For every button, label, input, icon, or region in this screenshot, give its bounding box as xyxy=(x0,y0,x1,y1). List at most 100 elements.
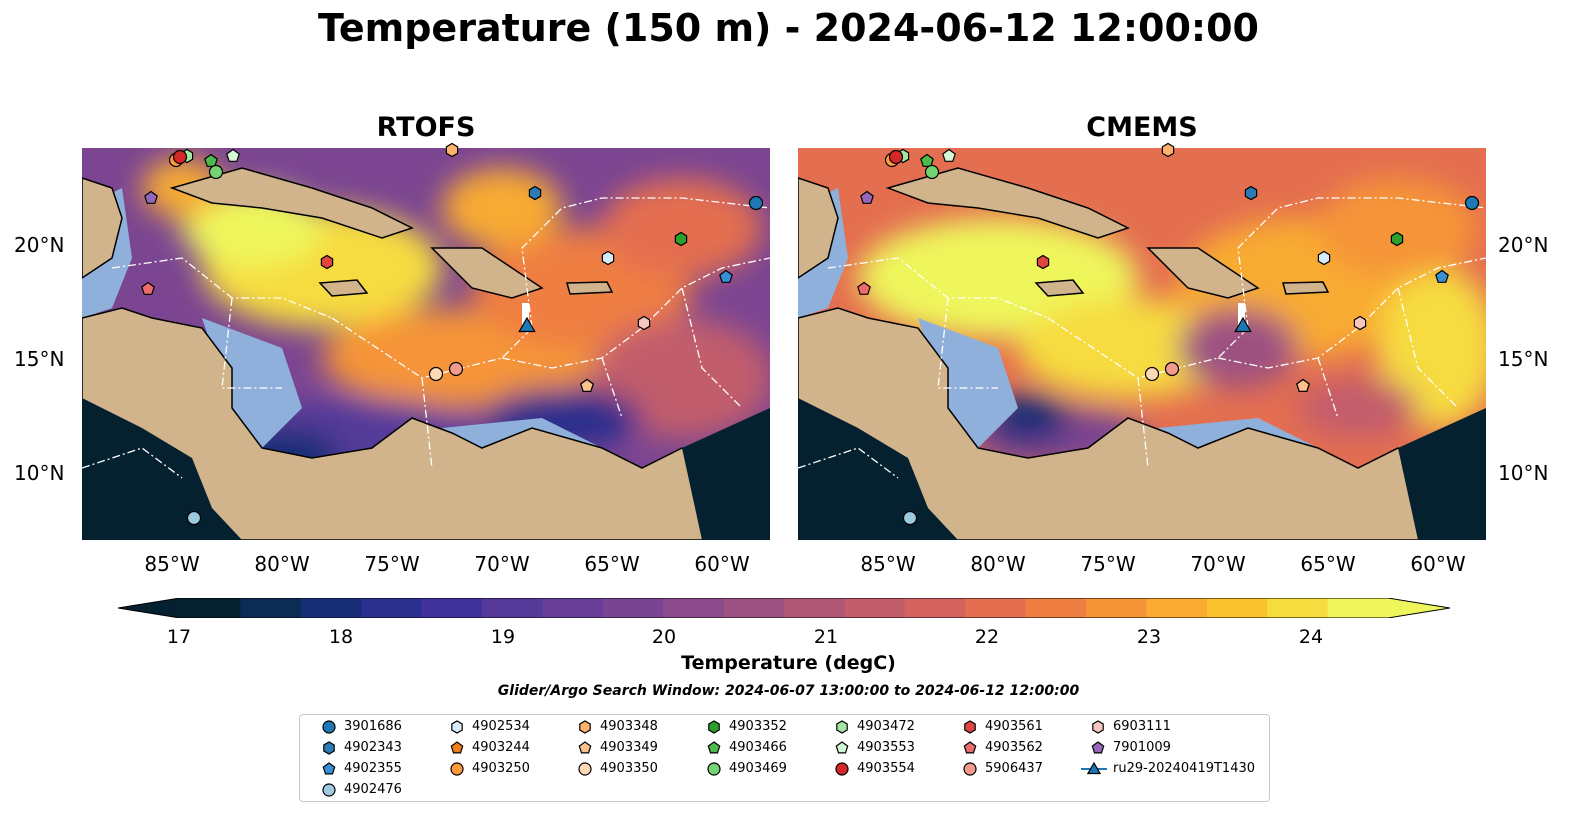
lat-label-10n-right: 10°N xyxy=(1498,461,1549,485)
legend-marker-icon xyxy=(835,762,849,776)
colorbar-segment xyxy=(844,598,906,618)
colorbar-tick: 18 xyxy=(328,626,354,648)
legend-marker-icon xyxy=(707,762,721,776)
colorbar-tick: 24 xyxy=(1298,626,1324,648)
land-cuba xyxy=(885,167,1130,239)
legend-marker-icon xyxy=(1092,720,1104,734)
search-window-text: Glider/Argo Search Window: 2024-06-07 13… xyxy=(497,683,1080,699)
land-jamaica xyxy=(318,279,369,297)
lon-label-85w-right: 85°W xyxy=(860,552,916,576)
legend-label: 5906437 xyxy=(985,761,1043,776)
legend-label: 4903350 xyxy=(600,761,658,776)
atlantic-deep xyxy=(682,408,770,540)
colorbar-segment xyxy=(965,598,1027,618)
lat-label-15n-left: 15°N xyxy=(14,347,65,371)
legend-label: 4903562 xyxy=(985,740,1043,755)
lon-label-80w-left: 80°W xyxy=(254,552,310,576)
legend-label: 4903250 xyxy=(472,761,530,776)
colorbar-segment xyxy=(542,598,604,618)
colorbar-extend-low xyxy=(118,598,180,618)
legend-marker-icon xyxy=(451,720,463,734)
colorbar-tick: 22 xyxy=(974,626,1000,648)
legend-marker-icon xyxy=(963,741,977,754)
lat-label-10n-left: 10°N xyxy=(14,461,65,485)
lon-label-60w-left: 60°W xyxy=(694,552,750,576)
legend-marker-icon xyxy=(450,762,464,776)
legend-label: 4903553 xyxy=(857,740,915,755)
pacific-ocean xyxy=(82,398,242,540)
lat-label-20n-left: 20°N xyxy=(14,233,65,257)
legend-marker-icon xyxy=(579,720,591,734)
atlantic-deep xyxy=(1398,408,1486,540)
shelf-area xyxy=(918,318,1018,448)
lon-label-70w-right: 70°W xyxy=(1190,552,1246,576)
land-yucatan xyxy=(798,177,839,279)
land-puerto-rico xyxy=(1282,281,1330,295)
land-yucatan xyxy=(82,177,123,279)
legend-marker-icon xyxy=(707,741,721,754)
map-cmems[interactable] xyxy=(798,148,1486,540)
legend-label: 6903111 xyxy=(1113,719,1171,734)
figure-title: Temperature (150 m) - 2024-06-12 12:00:0… xyxy=(317,6,1259,50)
legend-label: 7901009 xyxy=(1113,740,1171,755)
legend-label: 4903554 xyxy=(857,761,915,776)
legend-label: ru29-20240419T1430 xyxy=(1113,761,1256,776)
legend-label: 4902355 xyxy=(344,761,402,776)
legend-label: 4902476 xyxy=(344,782,402,797)
colorbar-segment xyxy=(180,598,241,618)
lon-label-80w-right: 80°W xyxy=(970,552,1026,576)
legend-marker-icon xyxy=(578,762,592,776)
legend-marker-icon xyxy=(836,720,848,734)
panel-title-rtofs: RTOFS xyxy=(376,112,476,143)
colorbar-segment xyxy=(421,598,483,618)
lat-label-20n-right: 20°N xyxy=(1498,233,1549,257)
lon-label-85w-left: 85°W xyxy=(144,552,200,576)
colorbar-segment xyxy=(784,598,845,618)
lon-label-70w-left: 70°W xyxy=(474,552,530,576)
land-cuba xyxy=(169,167,414,239)
colorbar-segment xyxy=(361,598,423,618)
lon-label-60w-right: 60°W xyxy=(1410,552,1466,576)
shelf-area xyxy=(202,318,302,448)
legend-label: 4903349 xyxy=(600,740,658,755)
lon-label-65w-left: 65°W xyxy=(584,552,640,576)
colorbar-segment xyxy=(1267,598,1329,618)
legend-marker-icon xyxy=(322,720,336,734)
legend-marker-icon xyxy=(964,720,976,734)
colorbar-label: Temperature (degC) xyxy=(681,652,896,674)
legend-label: 4903466 xyxy=(729,740,787,755)
colorbar-segment xyxy=(1146,598,1208,618)
legend-marker-icon xyxy=(323,741,335,755)
legend-label: 4903244 xyxy=(472,740,530,755)
lon-label-75w-right: 75°W xyxy=(1080,552,1136,576)
glider-track xyxy=(522,303,529,325)
legend-label: 4903469 xyxy=(729,761,787,776)
colorbar-tick: 20 xyxy=(651,626,677,648)
panel-title-cmems: CMEMS xyxy=(1086,112,1198,143)
legend-marker-icon xyxy=(708,720,720,734)
colorbar-segment xyxy=(482,598,543,618)
colorbar-segment xyxy=(300,598,362,618)
colorbar-segment xyxy=(663,598,725,618)
legend-marker-icon xyxy=(322,783,336,797)
legend: 3901686 4902343 4902355 4902476 4902534 49032… xyxy=(299,714,1270,802)
colorbar-tick: 21 xyxy=(813,626,839,648)
pacific-ocean xyxy=(798,398,958,540)
legend-marker-icon xyxy=(322,762,336,775)
map-rtofs[interactable] xyxy=(82,148,770,540)
colorbar-segment xyxy=(602,598,664,618)
legend-label: 4902343 xyxy=(344,740,402,755)
colorbar-segment xyxy=(723,598,785,618)
colorbar-tick: 23 xyxy=(1136,626,1162,648)
colorbar-segment xyxy=(1206,598,1268,618)
lon-label-75w-left: 75°W xyxy=(364,552,420,576)
legend-label: 4903352 xyxy=(729,719,787,734)
colorbar-tick: 19 xyxy=(490,626,516,648)
colorbar-tick: 17 xyxy=(166,626,192,648)
colorbar-segment xyxy=(1086,598,1147,618)
legend-marker-icon xyxy=(835,741,849,754)
colorbar-segment xyxy=(1025,598,1087,618)
legend-marker-icon xyxy=(1081,761,1107,775)
colorbar xyxy=(118,598,1450,618)
legend-marker-icon xyxy=(450,741,464,754)
